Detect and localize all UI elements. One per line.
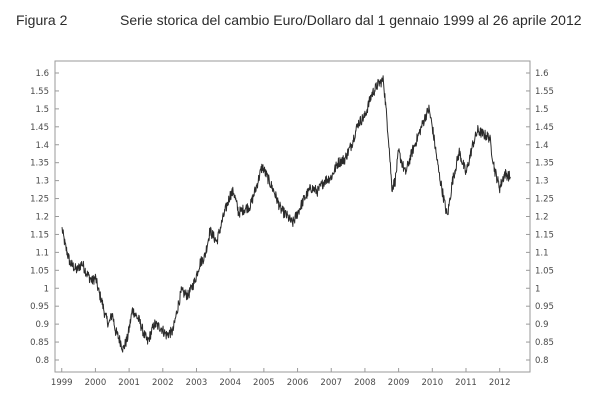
- x-tick-label: 2003: [186, 378, 208, 388]
- x-tick-label: 2005: [253, 378, 275, 388]
- y-tick-label-right: 0.85: [535, 338, 554, 348]
- x-tick-label: 2008: [354, 378, 376, 388]
- y-tick-label-right: 1.45: [535, 123, 554, 133]
- x-tick-label: 1999: [51, 378, 73, 388]
- y-tick-label: 1.25: [30, 195, 49, 205]
- y-tick-label-right: 1.6: [535, 69, 549, 79]
- y-tick-label: 0.95: [30, 302, 49, 312]
- y-tick-label: 1.3: [35, 177, 49, 187]
- y-tick-label-right: 1.4: [535, 141, 549, 151]
- y-tick-label: 1.15: [30, 230, 49, 240]
- y-tick-label: 0.9: [35, 320, 49, 330]
- y-tick-label: 0.85: [30, 338, 49, 348]
- series-line: [61, 75, 511, 353]
- y-tick-label-right: 1.2: [535, 213, 549, 223]
- y-tick-label: 1.4: [35, 141, 49, 151]
- y-tick-label: 1.1: [35, 248, 49, 258]
- y-tick-label: 1: [44, 284, 49, 294]
- y-tick-label-right: 1: [535, 284, 540, 294]
- chart-title: Serie storica del cambio Euro/Dollaro da…: [120, 12, 582, 28]
- y-tick-label-right: 1.15: [535, 230, 554, 240]
- x-tick-label: 2007: [320, 378, 342, 388]
- y-tick-label-right: 0.95: [535, 302, 554, 312]
- y-tick-label: 1.45: [30, 123, 49, 133]
- x-tick-label: 2010: [421, 378, 443, 388]
- y-tick-label: 0.8: [35, 356, 49, 366]
- y-tick-label-right: 1.25: [535, 195, 554, 205]
- y-tick-label: 1.55: [30, 87, 49, 97]
- x-tick-label: 2009: [388, 378, 410, 388]
- y-tick-label-right: 1.5: [535, 105, 549, 115]
- figure-caption: Figura 2 Serie storica del cambio Euro/D…: [16, 12, 590, 36]
- x-tick-label: 2002: [152, 378, 174, 388]
- y-tick-label-right: 1.1: [535, 248, 549, 258]
- y-tick-label-right: 0.9: [535, 320, 549, 330]
- y-tick-label-right: 1.35: [535, 159, 554, 169]
- y-tick-label: 1.6: [35, 69, 49, 79]
- figure-label: Figura 2: [16, 12, 68, 28]
- y-tick-label-right: 0.8: [535, 356, 549, 366]
- y-tick-label: 1.5: [35, 105, 49, 115]
- y-tick-label-right: 1.05: [535, 266, 554, 276]
- y-tick-label: 1.05: [30, 266, 49, 276]
- y-tick-label-right: 1.55: [535, 87, 554, 97]
- y-tick-label: 1.2: [35, 213, 49, 223]
- plot-frame: [54, 60, 531, 373]
- x-tick-label: 2000: [85, 378, 107, 388]
- x-tick-label: 2001: [118, 378, 140, 388]
- y-tick-label: 1.35: [30, 159, 49, 169]
- x-tick-label: 2011: [455, 378, 477, 388]
- x-tick-label: 2006: [287, 378, 309, 388]
- x-tick-label: 2012: [489, 378, 511, 388]
- x-tick-label: 2004: [219, 378, 241, 388]
- y-tick-label-right: 1.3: [535, 177, 549, 187]
